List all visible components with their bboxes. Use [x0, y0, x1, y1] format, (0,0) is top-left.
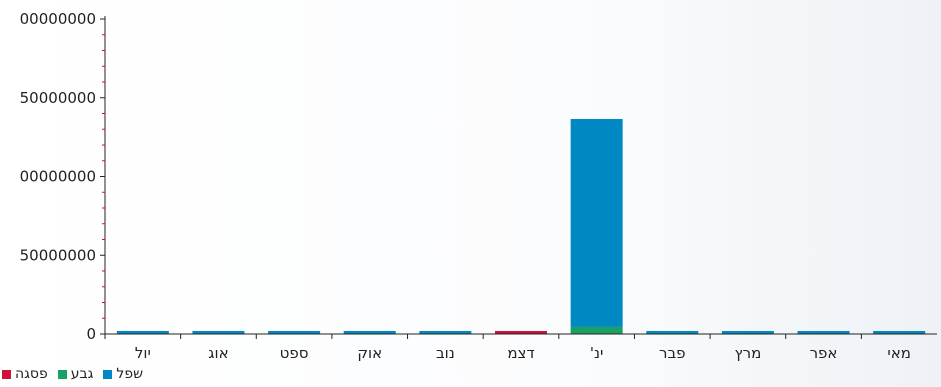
bar-segment[interactable] — [721, 331, 774, 334]
legend: פסגה גבע שפל — [2, 366, 143, 382]
legend-swatch-low — [103, 369, 113, 379]
legend-swatch-peak — [2, 369, 11, 379]
bar-segment[interactable] — [192, 331, 245, 334]
bar-segment[interactable] — [419, 331, 472, 334]
legend-label-low: שפל — [116, 366, 144, 382]
y-tick-label: 00000000 — [20, 168, 96, 186]
bars — [116, 119, 926, 334]
bar-segment[interactable] — [268, 331, 321, 334]
legend-label-peak: פסגה — [15, 366, 48, 382]
x-tick-label: ספט — [280, 344, 309, 362]
y-tick-label: 50000000 — [20, 246, 96, 264]
x-tick-label: דצמ — [507, 344, 534, 362]
x-tick-label: נוב — [436, 344, 455, 362]
x-tick-label: יול — [135, 344, 151, 362]
legend-swatch-ridge — [57, 369, 67, 379]
x-tick-label: מרץ — [735, 344, 762, 362]
x-axis: מאי אפר מרץ פבר ינ' דצמ נוב אוק ספט אוג יול — [104, 333, 937, 362]
bar-segment[interactable] — [646, 331, 699, 334]
bar-segment[interactable] — [116, 331, 169, 334]
y-tick-label: 0 — [86, 325, 96, 343]
x-tick-label: אפר — [810, 344, 838, 362]
legend-item-ridge[interactable]: גבע — [57, 366, 94, 382]
x-tick-label: אוג — [208, 344, 228, 362]
bar-segment[interactable] — [495, 331, 547, 334]
x-tick-label: אוק — [357, 344, 382, 362]
bar-segment[interactable] — [343, 331, 396, 334]
bar-segment[interactable] — [570, 119, 623, 327]
legend-label-ridge: גבע — [70, 366, 94, 382]
bar-segment[interactable] — [873, 331, 926, 334]
legend-item-peak[interactable]: פסגה — [2, 366, 48, 382]
y-tick-label: 00000000 — [20, 10, 96, 28]
x-tick-label: ינ' — [590, 344, 603, 362]
bar-segment[interactable] — [797, 331, 850, 334]
legend-item-low[interactable]: שפל — [103, 366, 143, 382]
x-tick-label: מאי — [887, 344, 911, 362]
y-axis: 0 50000000 00000000 50000000 00000000 — [20, 10, 106, 343]
x-tick-label: פבר — [659, 344, 686, 362]
bar-segment[interactable] — [570, 326, 623, 334]
y-tick-label: 50000000 — [20, 89, 96, 107]
